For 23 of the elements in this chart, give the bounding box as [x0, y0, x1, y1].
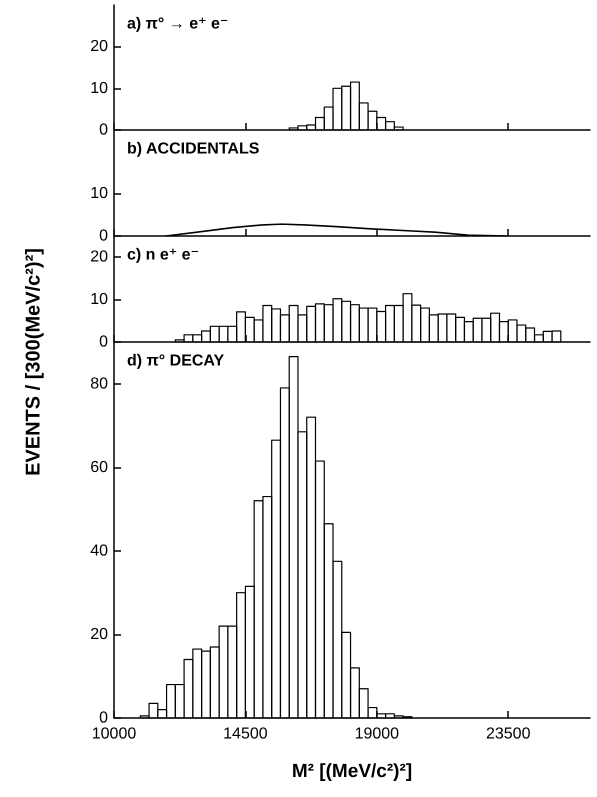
x-tick-label: 23500 [486, 726, 531, 742]
text: a) π° → e⁺ e⁻ [127, 16, 228, 32]
y-tick-label: 0 [99, 710, 108, 726]
y-tick-label: 10 [90, 291, 108, 308]
text: d) π° DECAY [127, 352, 225, 370]
y-axis-title: EVENTS / [300(MeV/c²)²] [22, 248, 46, 476]
y-tick-label: 10 [90, 80, 108, 97]
text: c) n e⁺ e⁻ [127, 246, 200, 264]
text: b) ACCIDENTALS [127, 140, 260, 158]
y-tick-label: 20 [90, 248, 108, 266]
x-tick-label: 14500 [223, 726, 268, 742]
y-tick-label: 40 [90, 542, 108, 560]
y-tick-label: 0 [99, 122, 108, 138]
y-tick-label: 60 [90, 458, 108, 476]
y-tick-label: 20 [90, 626, 108, 643]
y-tick-label: 80 [90, 375, 108, 392]
x-axis-title: M² [(MeV/c²)²] [292, 761, 412, 782]
y-tick-label: 10 [90, 185, 108, 202]
y-tick-label: 0 [99, 334, 108, 350]
y-tick-label: 0 [99, 228, 108, 244]
x-tick-label: 19000 [354, 726, 400, 742]
x-tick-label: 10000 [92, 726, 136, 742]
y-tick-label: 20 [90, 38, 108, 56]
